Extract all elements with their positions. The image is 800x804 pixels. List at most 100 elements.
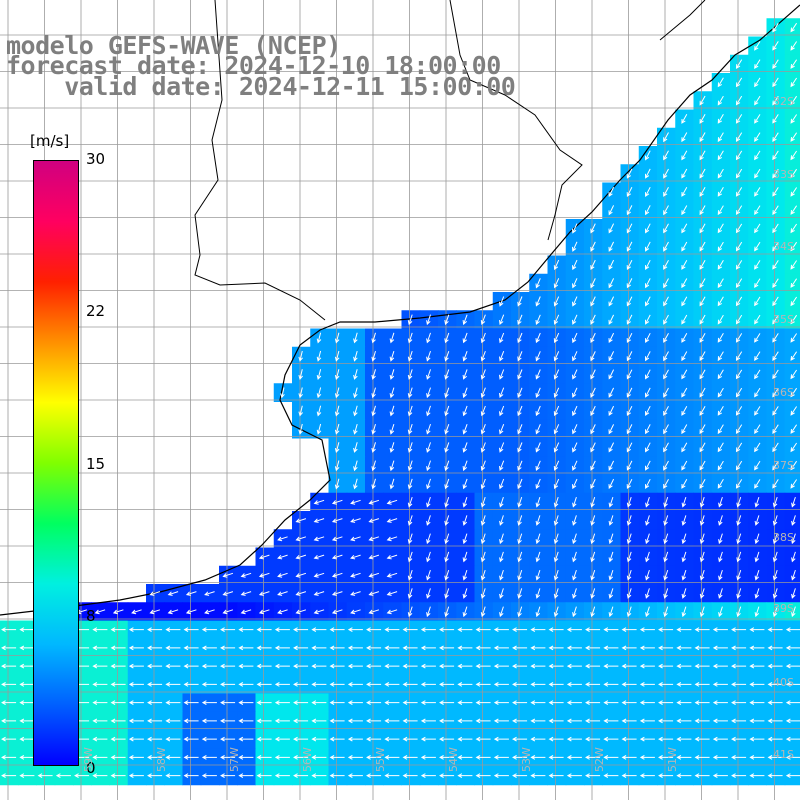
wind-arrow xyxy=(512,755,528,760)
wind-arrow xyxy=(331,536,343,542)
wind-arrow xyxy=(735,442,743,453)
wind-arrow xyxy=(402,755,418,760)
wind-arrow xyxy=(717,333,724,343)
wind-arrow xyxy=(530,736,546,742)
wind-arrow xyxy=(331,609,343,615)
wind-arrow xyxy=(790,132,798,142)
wind-arrow xyxy=(426,332,431,344)
wind-arrow xyxy=(754,205,761,215)
wind-arrow xyxy=(790,241,798,252)
wind-arrow xyxy=(402,718,418,724)
wind-arrow xyxy=(735,424,743,434)
wind-arrow xyxy=(663,588,669,599)
wind-arrow xyxy=(256,663,272,669)
wind-arrow xyxy=(645,278,651,289)
wind-arrow xyxy=(517,405,523,417)
wind-arrow xyxy=(548,736,564,742)
wind-arrow xyxy=(608,460,615,471)
wind-arrow xyxy=(699,114,706,124)
wind-arrow xyxy=(131,609,142,615)
lon-label-54w: 54W xyxy=(447,747,460,772)
wind-arrow xyxy=(407,569,413,581)
wind-arrow xyxy=(368,536,380,542)
wind-arrow xyxy=(201,718,217,724)
wind-arrow xyxy=(420,773,436,778)
wind-arrow xyxy=(645,515,650,526)
wind-arrow xyxy=(645,314,651,325)
wind-arrow xyxy=(731,773,747,778)
wind-arrow xyxy=(128,755,144,760)
wind-arrow xyxy=(110,755,126,760)
wind-arrow xyxy=(366,627,382,632)
wind-arrow xyxy=(754,41,761,51)
wind-arrow xyxy=(1,718,17,724)
wind-arrow xyxy=(371,369,376,380)
wind-arrow xyxy=(92,663,108,669)
wind-arrow xyxy=(681,569,687,581)
wind-arrow xyxy=(499,606,504,618)
wind-arrow xyxy=(626,460,633,471)
wind-arrow xyxy=(785,682,800,687)
wind-arrow xyxy=(371,405,376,417)
wind-arrow xyxy=(699,132,706,143)
wind-arrow xyxy=(499,515,504,526)
wind-arrow xyxy=(566,645,582,651)
wind-arrow xyxy=(19,645,35,651)
wind-arrow xyxy=(645,259,651,271)
wind-arrow xyxy=(220,773,236,778)
wind-arrow xyxy=(368,518,380,523)
wind-arrow xyxy=(298,369,303,381)
wind-arrow xyxy=(407,496,413,508)
wind-arrow xyxy=(626,442,633,453)
wind-arrow xyxy=(731,755,747,760)
wind-arrow xyxy=(663,150,669,161)
wind-arrow xyxy=(548,773,564,778)
wind-arrow xyxy=(512,700,528,705)
wind-arrow xyxy=(407,588,413,599)
wind-arrow xyxy=(621,663,637,669)
wind-arrow xyxy=(462,332,468,344)
brazil-border xyxy=(449,0,583,241)
wind-arrow xyxy=(590,405,596,417)
wind-arrow xyxy=(258,554,270,560)
wind-arrow xyxy=(590,278,596,289)
wind-arrow xyxy=(645,296,651,307)
wind-arrow xyxy=(645,606,650,618)
wind-arrow xyxy=(480,606,486,618)
wind-arrow xyxy=(749,682,765,687)
wind-cell xyxy=(784,255,800,275)
wind-arrow xyxy=(535,296,541,307)
wind-arrow xyxy=(277,591,288,596)
wind-arrow xyxy=(699,168,706,179)
wind-arrow xyxy=(735,187,743,197)
wind-arrow xyxy=(1,663,17,669)
wind-arrow xyxy=(754,460,761,471)
wind-arrow xyxy=(699,406,706,416)
wind-arrow xyxy=(639,736,655,742)
wind-arrow xyxy=(535,442,541,453)
wind-arrow xyxy=(754,95,761,106)
wind-arrow xyxy=(772,515,778,526)
wind-arrow xyxy=(735,168,743,179)
wind-cell xyxy=(784,273,800,293)
wind-arrow xyxy=(566,736,582,742)
lat-label-37s: 37S xyxy=(773,459,794,472)
wind-arrow xyxy=(149,591,161,596)
wind-arrow xyxy=(676,736,692,742)
wind-arrow xyxy=(353,369,358,380)
wind-arrow xyxy=(384,755,400,760)
wind-arrow xyxy=(699,606,705,618)
wind-arrow xyxy=(790,351,798,361)
wind-arrow xyxy=(353,350,358,362)
wind-arrow xyxy=(608,496,614,508)
wind-arrow xyxy=(293,755,309,760)
wind-arrow xyxy=(480,551,486,563)
wind-arrow xyxy=(347,682,363,687)
wind-arrow xyxy=(530,663,546,669)
wind-arrow xyxy=(749,736,765,742)
wind-arrow xyxy=(368,554,380,560)
wind-arrow xyxy=(240,572,252,578)
wind-arrow xyxy=(19,736,35,742)
wind-arrow xyxy=(681,551,687,563)
wind-arrow xyxy=(238,736,254,742)
